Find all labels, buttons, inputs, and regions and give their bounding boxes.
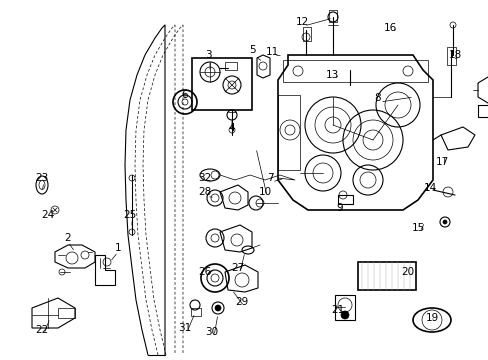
Text: 2: 2 [64, 233, 71, 243]
Text: 12: 12 [295, 17, 308, 27]
Bar [446, 47, 455, 65]
Bar [337, 195, 352, 204]
Bar [328, 10, 336, 22]
Text: 32: 32 [198, 173, 211, 183]
Text: 1: 1 [115, 243, 121, 253]
Bar [192, 58, 251, 110]
Text: 6: 6 [182, 90, 188, 100]
Bar [334, 295, 354, 320]
Text: 9: 9 [336, 203, 343, 213]
Text: 4: 4 [228, 123, 235, 133]
Text: 15: 15 [410, 223, 424, 233]
Text: 31: 31 [178, 323, 191, 333]
Text: 10: 10 [258, 187, 271, 197]
Bar [357, 262, 415, 290]
Text: 17: 17 [434, 157, 447, 167]
Text: 14: 14 [423, 183, 436, 193]
Bar [303, 27, 310, 41]
Text: 3: 3 [204, 50, 211, 60]
Text: 8: 8 [374, 93, 381, 103]
Circle shape [340, 311, 348, 319]
Text: 24: 24 [41, 210, 55, 220]
Circle shape [215, 305, 221, 311]
Text: 16: 16 [383, 23, 396, 33]
Text: 29: 29 [235, 297, 248, 307]
Bar [283, 60, 427, 82]
Text: 5: 5 [249, 45, 256, 55]
Text: 23: 23 [35, 173, 48, 183]
Text: 30: 30 [205, 327, 218, 337]
Text: 21: 21 [331, 305, 344, 315]
Text: 26: 26 [198, 267, 211, 277]
Text: 13: 13 [325, 70, 338, 80]
Text: 22: 22 [35, 325, 48, 335]
Text: 18: 18 [447, 50, 461, 60]
Bar [278, 95, 299, 170]
Text: 19: 19 [425, 313, 438, 323]
Text: 28: 28 [198, 187, 211, 197]
Text: 20: 20 [401, 267, 414, 277]
Text: 25: 25 [123, 210, 136, 220]
Text: 11: 11 [265, 47, 278, 57]
Bar [224, 62, 237, 70]
Circle shape [442, 220, 446, 224]
Text: 27: 27 [231, 263, 244, 273]
Bar [191, 308, 201, 316]
Text: 7: 7 [266, 173, 273, 183]
